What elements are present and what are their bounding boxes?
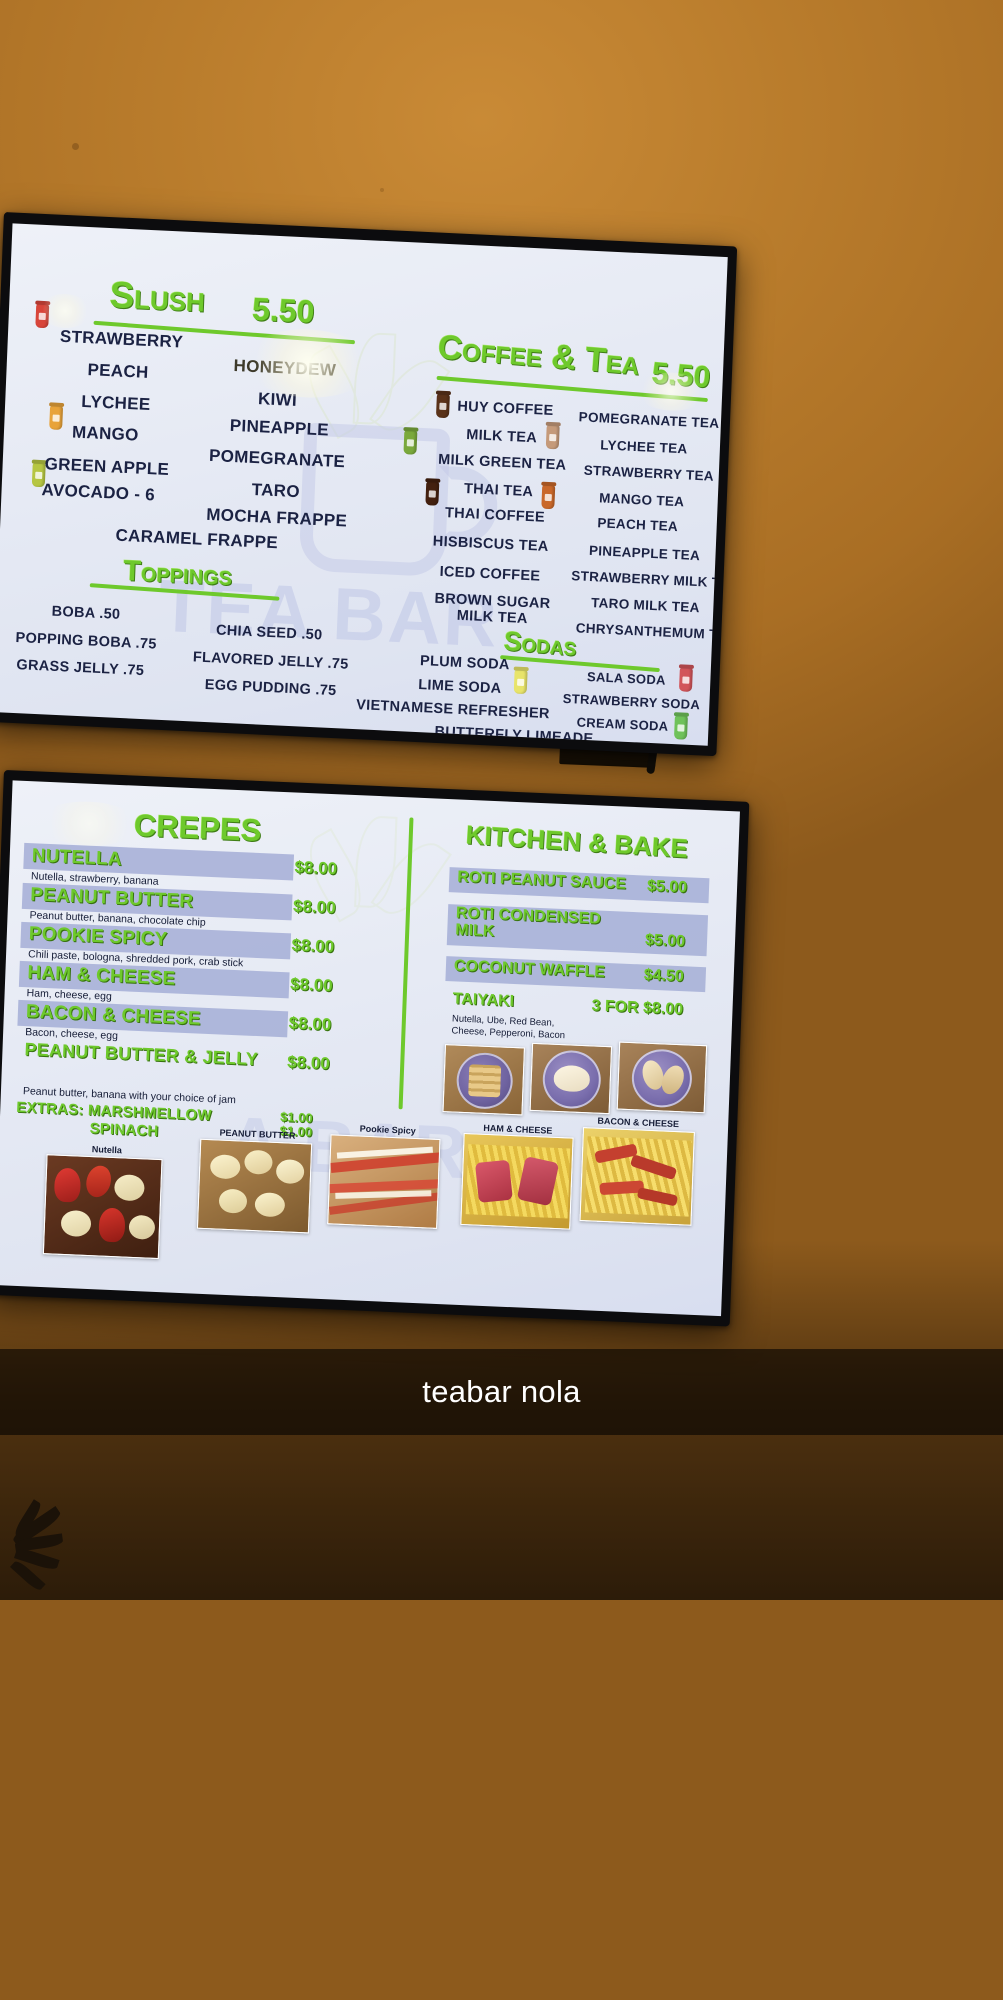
soda-item: SALA SODA bbox=[586, 668, 667, 688]
taiyaki-assorted-photo bbox=[616, 1041, 708, 1114]
coffee-tea-item: MILK TEA bbox=[465, 427, 538, 447]
peanut-butter-crepe-photo bbox=[196, 1138, 313, 1234]
wall-speck bbox=[380, 188, 384, 192]
milk-green-tea-cup bbox=[403, 430, 418, 455]
taiyaki-waffle-photo bbox=[442, 1044, 525, 1116]
slush-item: GREEN APPLE bbox=[44, 454, 170, 480]
kb-price: $5.00 bbox=[646, 877, 688, 897]
kb-price: 3 FOR $8.00 bbox=[591, 997, 684, 1019]
soda-item: LIME SODA bbox=[417, 677, 502, 697]
top-menu-screen[interactable]: TEA BAR Slush 5.50 STRAWBERRY PEACH LYCH… bbox=[0, 212, 738, 757]
photo-label: BACON & CHEESE bbox=[597, 1115, 680, 1130]
plant-silhouette bbox=[0, 1470, 120, 1610]
taiyaki-cream-photo bbox=[529, 1042, 613, 1115]
soda-item: VIETNAMESE REFRESHER bbox=[355, 697, 551, 723]
coffee-tea-item: MILK TEA bbox=[456, 607, 528, 628]
section-divider bbox=[398, 817, 414, 1110]
ham-cheese-crepe-photo bbox=[460, 1132, 574, 1230]
crepe-price: $8.00 bbox=[288, 1013, 332, 1035]
bottom-menu-screen[interactable]: A BAR CREPES NUTELLA $8.00 Nutella, stra… bbox=[0, 770, 750, 1327]
crepes-title: CREPES bbox=[133, 807, 263, 849]
kb-price: $4.50 bbox=[643, 966, 685, 986]
slush-item: CARAMEL FRAPPE bbox=[115, 525, 279, 553]
tea-item: LYCHEE TEA bbox=[600, 437, 688, 457]
crepe-price: $8.00 bbox=[286, 1052, 331, 1074]
coffee-tea-item: HUY COFFEE bbox=[457, 398, 554, 420]
slush-item: PEACH bbox=[87, 360, 149, 382]
slush-title: Slush bbox=[108, 274, 206, 320]
kb-name: TAIYAKI bbox=[452, 990, 515, 1011]
coffee-tea-title: Coffee & Tea bbox=[436, 328, 641, 383]
cream-soda-cup bbox=[673, 715, 688, 740]
topping-item: BOBA .50 bbox=[51, 603, 121, 623]
soda-item: STRAWBERRY SODA bbox=[562, 690, 701, 713]
crepe-name: PEANUT BUTTER & JELLY bbox=[24, 1039, 259, 1070]
screen-glare bbox=[38, 799, 140, 848]
slush-item: KIWI bbox=[257, 389, 298, 411]
kb-price: $5.00 bbox=[644, 931, 686, 951]
tea-item: PINEAPPLE TEA bbox=[588, 542, 701, 564]
coffee-tea-item: HISBISCUS TEA bbox=[432, 533, 549, 556]
tea-item: MANGO TEA bbox=[598, 490, 685, 510]
topping-item: GRASS JELLY .75 bbox=[16, 657, 145, 680]
snap-caption-bar[interactable]: teabar nola bbox=[0, 1349, 1003, 1435]
pookie-spicy-crepe-photo bbox=[327, 1134, 441, 1229]
slush-item: PINEAPPLE bbox=[229, 415, 330, 440]
crepe-price: $8.00 bbox=[289, 974, 334, 996]
crepe-name: NUTELLA bbox=[31, 845, 123, 871]
topping-item: EGG PUDDING .75 bbox=[204, 676, 337, 700]
bacon-cheese-crepe-photo bbox=[579, 1127, 695, 1226]
slush-item: LYCHEE bbox=[80, 391, 151, 415]
tea-item: TARO MILK TEA bbox=[590, 595, 700, 616]
soda-item: PLUM SODA bbox=[419, 653, 511, 674]
caption-text: teabar nola bbox=[422, 1374, 581, 1409]
slush-item: STRAWBERRY bbox=[59, 326, 184, 352]
kb-name: ROTI CONDENSED MILK bbox=[455, 904, 616, 945]
photo-label: Nutella bbox=[91, 1144, 123, 1156]
wall-speck bbox=[72, 143, 79, 150]
mango-slush-cup bbox=[49, 405, 64, 430]
tea-item: CHRYSANTHEMUM TEA bbox=[575, 620, 728, 643]
lime-soda-cup bbox=[513, 669, 528, 695]
crepe-price: $8.00 bbox=[294, 857, 338, 879]
kb-name-text: ROTI CONDENSED MILK bbox=[455, 904, 602, 940]
tea-item: PEACH TEA bbox=[597, 515, 679, 535]
crepe-price: $8.00 bbox=[291, 935, 335, 957]
tea-item: POMEGRANATE TEA bbox=[578, 409, 720, 431]
slush-item: MANGO bbox=[71, 422, 140, 445]
strawberry-slush-cup bbox=[35, 303, 50, 329]
slush-price: 5.50 bbox=[251, 290, 316, 330]
topping-item: POPPING BOBA .75 bbox=[15, 630, 157, 653]
slush-item: AVOCADO - 6 bbox=[41, 480, 156, 505]
tea-item: STRAWBERRY TEA bbox=[583, 462, 715, 484]
soda-item: BUTTERFLY LIMEADE bbox=[434, 723, 594, 746]
thai-coffee-cup bbox=[425, 481, 440, 506]
extras-label-2: SPINACH bbox=[89, 1119, 159, 1140]
thai-tea-cup bbox=[541, 484, 556, 510]
slush-item: TARO bbox=[251, 479, 301, 502]
slush-item: HONEYDEW bbox=[233, 355, 337, 380]
kitchen-bake-title: KITCHEN & BAKE bbox=[465, 819, 689, 864]
milk-tea-cup bbox=[545, 424, 560, 450]
coffee-tea-item: THAI TEA bbox=[463, 480, 534, 501]
nutella-crepe-photo bbox=[42, 1154, 163, 1260]
crepe-price: $8.00 bbox=[292, 896, 336, 918]
coffee-tea-price: 5.50 bbox=[650, 356, 712, 395]
top-screen-surface: TEA BAR Slush 5.50 STRAWBERRY PEACH LYCH… bbox=[0, 223, 728, 746]
tea-item: STRAWBERRY MILK TEA bbox=[571, 568, 728, 592]
sala-soda-cup bbox=[678, 667, 693, 692]
bottom-screen-surface: A BAR CREPES NUTELLA $8.00 Nutella, stra… bbox=[0, 780, 740, 1317]
huy-coffee-cup bbox=[435, 393, 450, 419]
